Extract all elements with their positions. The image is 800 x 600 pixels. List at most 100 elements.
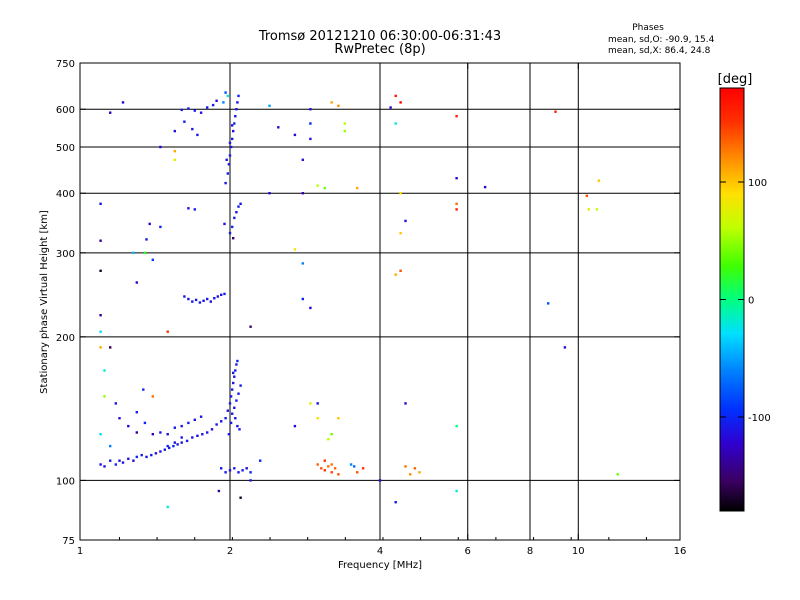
x-tick-label: 2	[227, 546, 233, 557]
data-point	[232, 129, 235, 133]
data-point	[176, 443, 179, 446]
data-point	[316, 417, 319, 420]
data-point	[99, 433, 102, 436]
y-axis-ticks: 75 100 200 300 400 500 600 750	[56, 59, 680, 547]
data-point	[238, 428, 241, 431]
colorbar-label: [deg]	[718, 72, 753, 87]
data-point	[191, 436, 194, 439]
data-point	[173, 158, 176, 161]
data-point	[180, 424, 183, 428]
data-point	[237, 392, 240, 395]
data-point	[202, 299, 205, 302]
data-point	[99, 202, 102, 205]
data-point	[316, 184, 319, 187]
data-point	[196, 434, 199, 437]
data-point	[151, 395, 154, 398]
data-point	[404, 465, 407, 468]
x-tick-label: 8	[527, 546, 533, 557]
x-tick-label: 1	[77, 546, 83, 557]
data-point	[323, 186, 326, 190]
data-point	[173, 129, 176, 133]
data-point	[118, 417, 121, 420]
data-point	[394, 122, 397, 125]
data-point	[166, 505, 169, 509]
data-point	[199, 415, 203, 418]
y-axis-label: Stationary phase Virtual Height [km]	[39, 210, 50, 394]
data-point	[233, 467, 236, 470]
data-point	[483, 185, 487, 189]
data-point	[585, 194, 588, 197]
data-point	[223, 222, 226, 226]
data-point	[183, 295, 186, 298]
data-point	[399, 101, 402, 104]
data-point	[563, 346, 567, 349]
data-point	[356, 471, 359, 474]
data-point	[394, 94, 397, 98]
data-point	[237, 94, 240, 98]
data-point	[193, 418, 196, 421]
data-point	[151, 433, 154, 436]
data-point	[206, 297, 209, 301]
data-point	[109, 459, 112, 462]
data-point	[191, 300, 194, 303]
x-axis-label: Frequency [MHz]	[338, 560, 422, 571]
data-point	[187, 297, 190, 301]
data-point	[330, 463, 333, 466]
data-point	[231, 225, 234, 229]
data-point	[309, 108, 312, 111]
data-point	[140, 453, 143, 457]
data-point	[293, 133, 297, 137]
data-point	[389, 106, 392, 109]
y-tick-label: 300	[56, 249, 75, 260]
data-point	[233, 406, 236, 409]
data-point	[330, 101, 333, 104]
data-point	[213, 297, 216, 300]
data-point	[309, 122, 312, 125]
data-point	[194, 298, 198, 302]
data-point	[135, 431, 138, 434]
data-point	[99, 330, 102, 333]
data-point	[210, 428, 214, 431]
data-point	[320, 467, 323, 470]
data-point	[249, 325, 252, 328]
data-point	[231, 124, 234, 127]
data-point	[196, 133, 199, 137]
data-point	[323, 459, 326, 462]
data-point	[166, 433, 169, 436]
y-tick-label: 200	[56, 333, 75, 344]
data-point	[301, 262, 304, 265]
data-point	[239, 496, 242, 499]
data-point	[316, 463, 319, 466]
data-point	[337, 473, 340, 476]
data-point	[135, 411, 138, 414]
data-point	[455, 489, 458, 493]
data-point	[183, 120, 186, 123]
data-point	[121, 461, 125, 464]
data-point	[228, 154, 232, 157]
data-point	[404, 402, 407, 405]
x-tick-label: 16	[674, 546, 687, 557]
data-point	[173, 150, 176, 153]
data-point	[109, 111, 112, 114]
data-point	[121, 101, 125, 104]
data-point	[109, 346, 112, 349]
data-point	[173, 426, 176, 429]
data-point	[135, 455, 138, 459]
data-point	[223, 292, 226, 296]
data-point	[249, 479, 252, 482]
grid-layer	[80, 63, 680, 540]
data-point	[245, 467, 248, 470]
data-point	[198, 301, 202, 304]
data-point	[301, 192, 304, 195]
data-point	[235, 211, 238, 214]
data-point	[316, 402, 319, 405]
data-point	[217, 489, 221, 493]
x-tick-label: 4	[377, 546, 383, 557]
data-point	[394, 501, 397, 504]
data-point	[99, 463, 102, 466]
data-point	[236, 359, 239, 363]
data-point	[228, 469, 232, 472]
data-point	[145, 238, 148, 241]
data-point	[172, 444, 175, 448]
data-point	[587, 208, 590, 211]
